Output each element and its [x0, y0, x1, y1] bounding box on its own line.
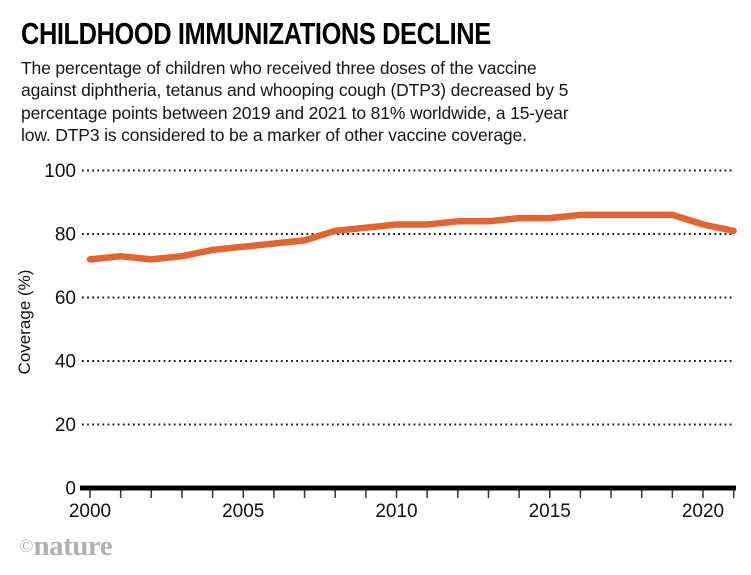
subtitle-line: percentage points between 2019 and 2021 … [21, 102, 569, 123]
copyright-icon: © [19, 536, 34, 557]
y-axis-title: Coverage (%) [15, 269, 34, 375]
subtitle-line: low. DTP3 is considered to be a marker o… [21, 124, 527, 145]
y-tick-label-0: 0 [65, 479, 76, 500]
y-tick-label-60: 60 [55, 288, 76, 309]
x-tick-label-2000: 2000 [69, 501, 111, 522]
x-tick-label-2005: 2005 [222, 501, 264, 522]
subtitle-line: The percentage of children who received … [21, 58, 537, 78]
brand-name: nature [33, 530, 113, 562]
y-tick-label-80: 80 [55, 225, 76, 246]
x-tick-label-2020: 2020 [682, 501, 724, 522]
nature-watermark: ©nature [19, 530, 113, 563]
y-tick-label-100: 100 [44, 161, 76, 182]
x-tick-label-2010: 2010 [375, 501, 417, 522]
y-tick-label-40: 40 [55, 352, 76, 373]
chart-subtitle: The percentage of children who received … [21, 57, 569, 146]
dtp3-coverage-line [86, 211, 737, 263]
y-tick-label-20: 20 [55, 415, 76, 436]
subtitle-line: against diphtheria, tetanus and whooping… [21, 80, 569, 101]
x-tick-label-2015: 2015 [529, 501, 571, 522]
chart-title: CHILDHOOD IMMUNIZATIONS DECLINE [21, 16, 491, 51]
